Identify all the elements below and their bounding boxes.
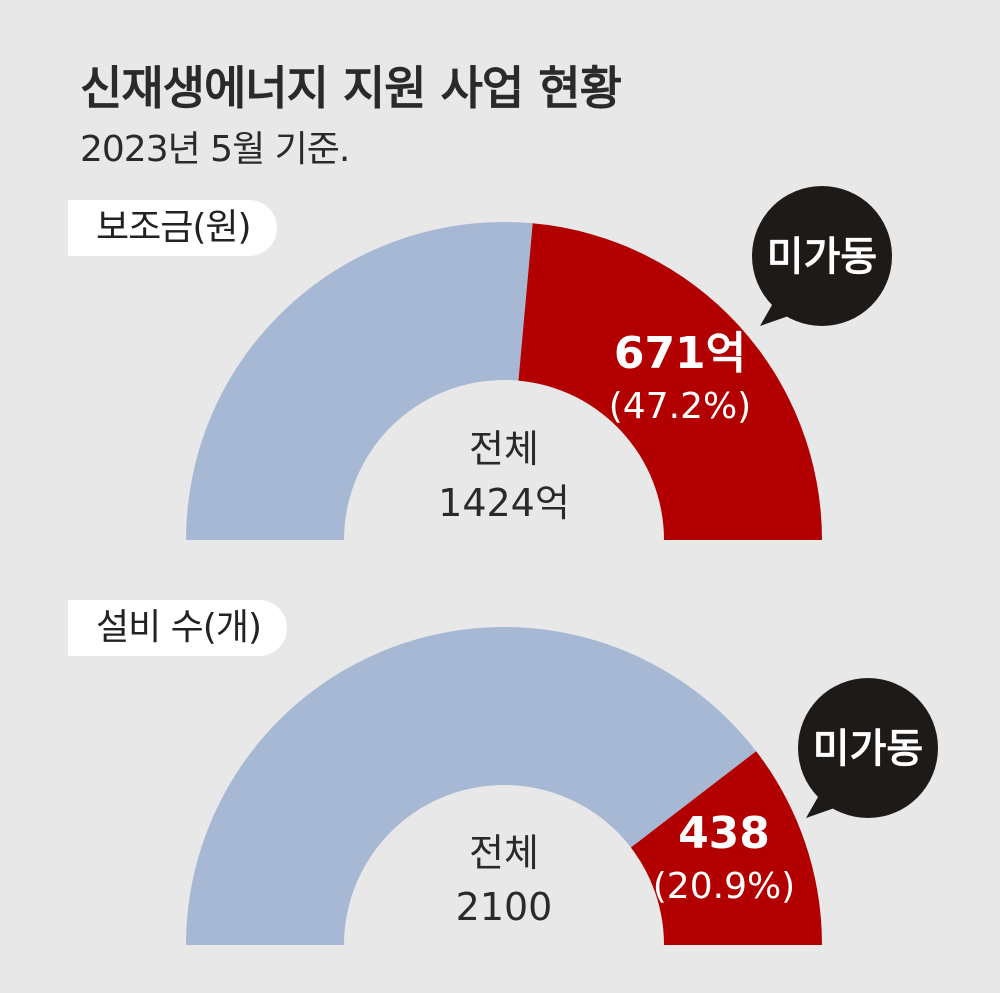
unused-value-label: 438 <box>678 808 770 859</box>
unused-percent-label: (47.2%) <box>609 386 751 427</box>
total-value-label: 2100 <box>456 885 553 929</box>
gauge-chart-subsidy: 671억 (47.2%) 전체 1424억 미가동 <box>186 186 892 540</box>
callout-bubble: 미가동 <box>752 186 892 326</box>
page-subtitle: 2023년 5월 기준. <box>80 129 350 170</box>
total-value-label: 1424억 <box>438 481 570 525</box>
gauge-chart-facilities: 438 (20.9%) 전체 2100 미가동 <box>186 627 938 945</box>
callout-label: 미가동 <box>767 234 877 280</box>
total-arc <box>186 222 533 540</box>
unused-arc <box>518 223 823 540</box>
page-title: 신재생에너지 지원 사업 현황 <box>80 61 622 115</box>
unused-value-label: 671억 <box>614 328 746 379</box>
total-arc <box>186 627 757 945</box>
unused-arc <box>630 751 822 945</box>
chart-title-facilities: 설비 수(개) <box>68 600 288 656</box>
callout-bubble: 미가동 <box>798 678 938 818</box>
unused-percent-label: (20.9%) <box>653 866 795 907</box>
center-label: 전체 <box>469 427 539 471</box>
center-label: 전체 <box>469 831 539 875</box>
callout-label: 미가동 <box>813 726 923 772</box>
chart-title-subsidy: 보조금(원) <box>68 200 277 256</box>
